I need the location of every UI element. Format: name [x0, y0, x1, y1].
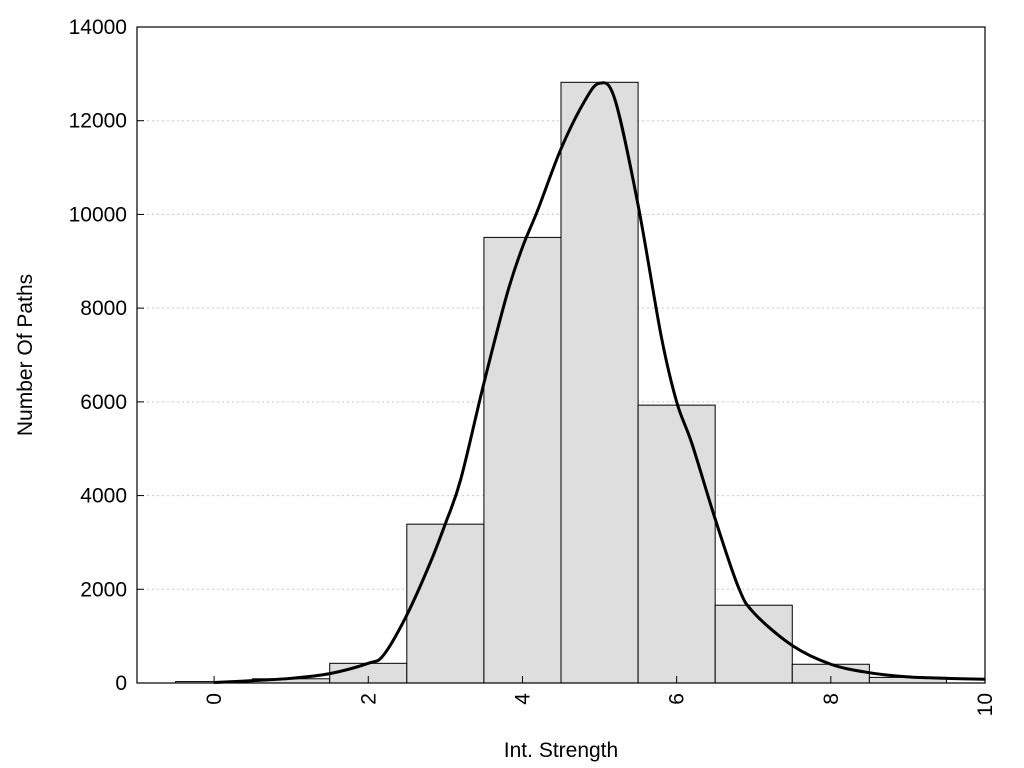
x-tick-label: 10	[974, 693, 997, 716]
histogram-bar	[560, 81, 639, 684]
histogram-bar	[637, 404, 716, 684]
grid-layer	[137, 120, 985, 590]
ticks-layer	[137, 26, 986, 684]
histogram-bar	[714, 604, 793, 684]
y-tick-label: 10000	[69, 203, 127, 226]
curve-layer	[214, 81, 986, 685]
x-tick-label: 8	[820, 693, 843, 705]
histogram-bar	[406, 523, 485, 684]
y-tick-label: 2000	[80, 578, 127, 601]
bars-layer	[175, 81, 947, 684]
y-tick-label: 6000	[80, 391, 127, 414]
y-tick-label: 4000	[80, 485, 127, 508]
density-curve	[214, 81, 986, 685]
x-tick-label: 2	[357, 693, 380, 705]
x-tick-labels: 0 2 4 6 8 10	[203, 693, 997, 717]
plot-frame	[136, 26, 986, 684]
x-tick-label: 0	[203, 693, 226, 705]
x-tick-label: 6	[666, 693, 689, 705]
y-axis-title: Number Of Paths	[14, 274, 37, 436]
y-tick-label: 14000	[69, 16, 127, 39]
x-axis-title: Int. Strength	[504, 739, 618, 762]
x-tick-label: 4	[511, 693, 534, 705]
y-tick-label: 12000	[69, 110, 127, 133]
y-tick-label: 0	[115, 672, 127, 695]
y-tick-labels: 0 2000 4000 6000 8000 10000 12000 14000	[69, 16, 127, 695]
histogram-bar	[483, 236, 562, 684]
y-tick-label: 8000	[80, 297, 127, 320]
